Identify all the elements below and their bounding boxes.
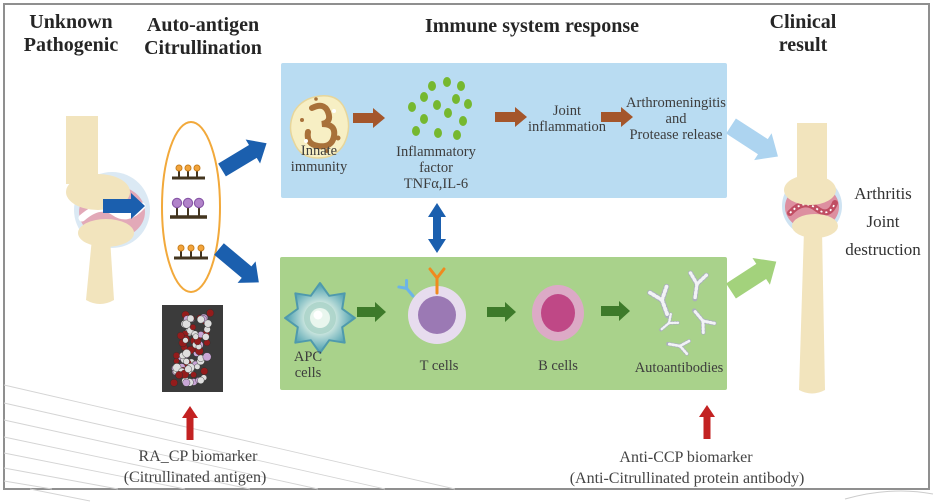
arrow-innate-2 [495, 107, 527, 127]
arrow-anti-ccp-biomarker [699, 405, 715, 439]
label-ra-cp-biomarker: RA_CP biomarker [138, 448, 258, 465]
label-anti-ccp-biomarker-sub: (Anti-Citrullinated protein antibody) [569, 470, 805, 487]
arrow-adaptive-outcome [726, 257, 777, 299]
label-arthromeningitis-protease: Arthromeningitis and Protease release [626, 95, 726, 143]
autoantibodies-icon [650, 273, 714, 354]
label-t-cells: T cells [419, 358, 459, 374]
label-apc-cells: APC cells [293, 349, 323, 381]
arrow-pathogen-to-citrullination [103, 193, 145, 219]
label-innate-immunity: Innate immunity [290, 143, 348, 175]
inflammatory-dots-icon [408, 77, 472, 140]
apc-cell-icon [284, 282, 356, 354]
label-b-cells: B cells [538, 358, 578, 374]
molecule-image [162, 305, 223, 392]
figure-frame [3, 3, 930, 490]
header-auto-antigen-citrullination: Auto-antigen Citrullination [144, 14, 262, 59]
header-clinical-result: Clinical result [769, 11, 837, 56]
adaptive-immunity-panel [280, 257, 727, 390]
innate-cell-icon [289, 95, 350, 159]
citrullinated-antigen-ellipse [161, 121, 221, 293]
b-cell-icon [532, 285, 584, 341]
label-autoantibodies: Autoantibodies [634, 360, 724, 376]
label-anti-ccp-biomarker: Anti-CCP biomarker [619, 449, 753, 466]
decorative-diagonal-lines [3, 384, 456, 502]
arrow-to-adaptive-panel [214, 243, 259, 283]
decorative-swoosh [844, 490, 934, 500]
arrow-innate-1 [353, 108, 385, 128]
header-unknown-pathogenic: Unknown Pathogenic [23, 11, 119, 56]
co-receptor-icon [397, 279, 415, 298]
arrow-adaptive-1 [357, 302, 386, 322]
healthy-joint-icon [66, 116, 150, 304]
arrow-to-innate-panel [218, 139, 267, 177]
autoantibody-icon [667, 338, 689, 354]
header-immune-system-response: Immune system response [424, 15, 640, 37]
t-cell-icon [397, 267, 466, 344]
label-inflammatory-factor: Inflammatory factor TNFα,IL-6 [396, 144, 476, 192]
arrow-innate-3 [601, 107, 633, 127]
arrow-adaptive-3 [601, 301, 630, 321]
autoantibody-icon [689, 306, 714, 332]
molecule-spheres [170, 309, 215, 387]
autoantibody-icon [687, 273, 706, 300]
label-ra-cp-biomarker-sub: (Citrullinated antigen) [123, 469, 267, 486]
arrow-crosstalk-double [428, 203, 446, 253]
arrow-innate-outcome [726, 118, 778, 161]
label-clinical-result-text: Arthritis Joint destruction [845, 184, 921, 259]
label-joint-inflammation: Joint inflammation [527, 103, 607, 135]
arrow-adaptive-2 [487, 302, 516, 322]
tcr-receptor-icon [428, 267, 446, 295]
arrow-ra-cp-biomarker [182, 406, 198, 440]
innate-immunity-panel [281, 63, 727, 198]
damaged-joint-icon [782, 123, 842, 394]
